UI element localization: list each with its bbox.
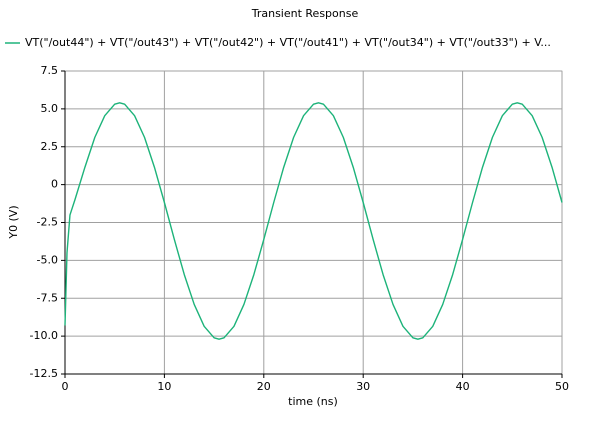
y-tick-label: 0: [51, 178, 58, 191]
y-tick-label: -5.0: [37, 253, 58, 266]
y-tick-label: 7.5: [41, 64, 59, 77]
x-tick-label: 0: [62, 380, 69, 393]
y-tick-label: 5.0: [41, 102, 59, 115]
legend-label: VT("/out44") + VT("/out43") + VT("/out42…: [25, 36, 551, 49]
x-axis-label: time (ns): [288, 395, 338, 408]
y-tick-label: -2.5: [37, 216, 58, 229]
y-axis-label: Y0 (V): [7, 205, 20, 239]
x-tick-label: 20: [257, 380, 271, 393]
y-tick-label: -7.5: [37, 291, 58, 304]
x-tick-label: 10: [157, 380, 171, 393]
y-tick-label: -12.5: [30, 367, 58, 380]
x-tick-label: 30: [356, 380, 370, 393]
chart-title: Transient Response: [251, 7, 359, 20]
y-tick-label: 2.5: [41, 140, 59, 153]
series-line: [64, 102, 563, 340]
y-tick-label: -10.0: [30, 329, 58, 342]
x-tick-label: 50: [555, 380, 569, 393]
x-tick-label: 40: [456, 380, 470, 393]
